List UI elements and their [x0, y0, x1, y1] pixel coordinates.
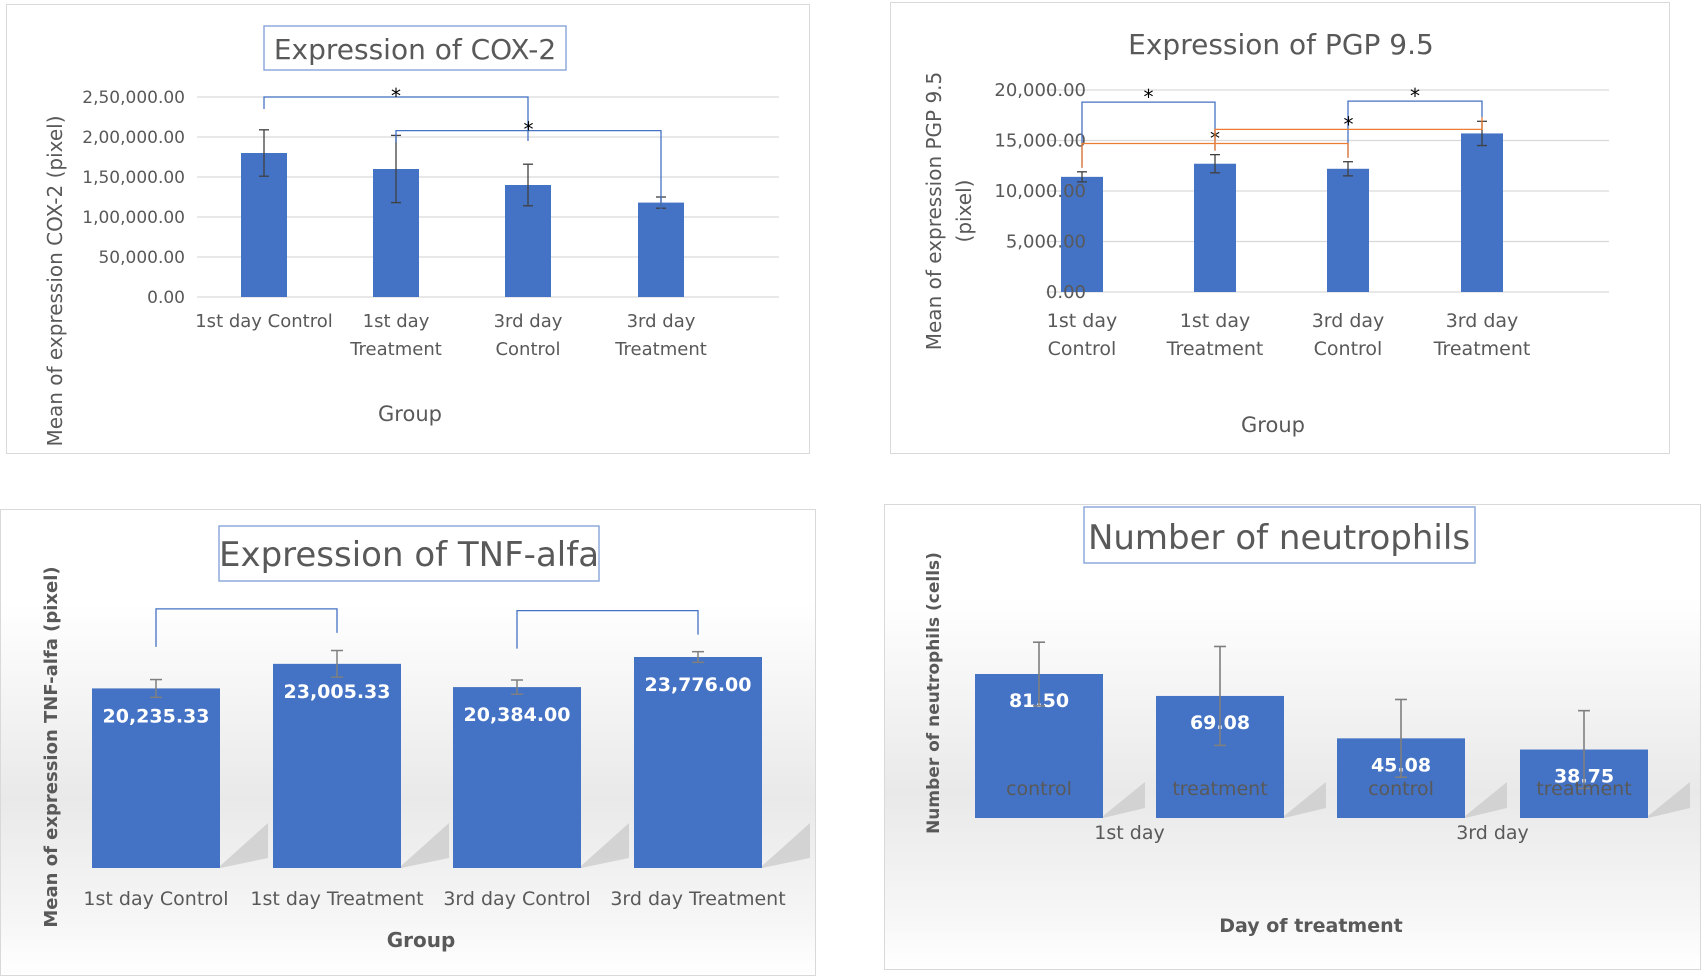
- tnf-alfa-x-tick-label: 3rd day Control: [443, 888, 590, 910]
- pgp-x-tick-label: 1st day: [1047, 310, 1117, 332]
- pgp-y-tick-label: 10,000.00: [994, 181, 1086, 202]
- tnf-alfa-bar: [273, 663, 401, 868]
- neutrophils-x-tick-label: control: [1006, 778, 1072, 800]
- pgp-significance-bracket: [1081, 101, 1216, 168]
- pgp95-y-axis-label-line2: (pixel): [952, 180, 976, 243]
- pgp-x-tick-label: Treatment: [1166, 338, 1264, 360]
- cox-bar: [241, 153, 287, 297]
- pgp-significance-star: *: [1344, 112, 1354, 136]
- tnf-alfa-bar-shadow: [762, 823, 810, 868]
- pgp-y-tick-label: 0.00: [1046, 282, 1086, 303]
- cox-x-tick-label: 1st day Control: [195, 311, 333, 332]
- pgp-significance-star: *: [1410, 84, 1420, 108]
- tnf-alfa-x-tick-label: 1st day Control: [83, 888, 228, 910]
- neutrophils-chart: Number of neutrophils 81.5069.0845.0838.…: [924, 506, 1690, 937]
- pgp-x-tick-label: Control: [1314, 338, 1383, 360]
- neutrophils-x-axis-label: Day of treatment: [1219, 915, 1402, 937]
- neutrophils-bar-shadow: [1103, 782, 1145, 818]
- neutrophils-bar-shadow: [1648, 782, 1690, 818]
- tnf-alfa-x-tick-label: 3rd day Treatment: [610, 888, 785, 910]
- neutrophils-y-axis-label: Number of neutrophils (cells): [924, 552, 944, 834]
- tnf-alfa-y-axis-label: Mean of expression TNF-alfa (pixel): [41, 566, 62, 927]
- cox-x-tick-label: Treatment: [614, 339, 707, 360]
- tnf-alfa-bar-shadow: [581, 823, 629, 868]
- neutrophils-title-box: [1083, 506, 1476, 564]
- cox2-x-axis-label: Group: [378, 402, 442, 426]
- tnf-alfa-chart: Expression of TNF-alfa 20,235.33 23,005.3…: [41, 525, 810, 952]
- cox2-chart: Expression of COX-2 0.00 50,000.00 1,00,00…: [43, 25, 779, 447]
- pgp-y-tick-label: 5,000.00: [1006, 232, 1086, 253]
- pgp-significance-bracket: [1214, 117, 1483, 151]
- pgp-x-tick-label: Treatment: [1433, 338, 1531, 360]
- cox2-title: Expression of COX-2: [274, 33, 556, 66]
- pgp95-chart-panel: Expression of PGP 9.5 0.00 5,000.00 10,000…: [890, 2, 1670, 454]
- cox-y-tick-label: 1,50,000.00: [82, 168, 185, 188]
- cox-significance-bracket: [395, 129, 662, 261]
- cox-y-tick-label: 2,50,000.00: [82, 88, 185, 108]
- neutrophils-bar-shadow: [1284, 782, 1326, 818]
- pgp-bar: [1327, 168, 1369, 292]
- tnf-alfa-bar-shadow: [401, 823, 449, 868]
- cox-significance-star: *: [524, 118, 534, 142]
- neutrophils-bar-shadow: [1465, 782, 1507, 818]
- tnf-alfa-data-label: 23,776.00: [645, 674, 752, 696]
- tnf-alfa-data-label: 20,235.33: [103, 705, 210, 727]
- pgp-bar: [1194, 163, 1236, 292]
- neutrophils-group-label: 1st day: [1094, 822, 1164, 844]
- cox-y-tick-label: 2,00,000.00: [82, 128, 185, 148]
- neutrophils-chart-panel: Number of neutrophils 81.50 69.08 45.08 38.…: [884, 504, 1701, 970]
- cox-y-tick-label: 50,000.00: [98, 248, 185, 268]
- cox-x-tick-label: Treatment: [349, 339, 442, 360]
- tnf-alfa-bar: [92, 688, 220, 868]
- cox-x-tick-label: Control: [495, 339, 560, 360]
- pgp-x-tick-label: 3rd day: [1446, 310, 1519, 332]
- tnf-alfa-bar-shadow: [220, 823, 268, 868]
- cox-significance-star: *: [391, 84, 401, 108]
- pgp-y-tick-label: 20,000.00: [994, 80, 1086, 101]
- pgp95-chart: Expression of PGP 9.5 0.00 5,000.00 10,000…: [922, 28, 1609, 437]
- tnf-alfa-bar: [453, 687, 581, 868]
- tnf-alfa-bar: [634, 657, 762, 868]
- cox-y-tick-label: 0.00: [147, 288, 185, 308]
- cox-x-tick-label: 1st day: [363, 311, 430, 332]
- cox2-y-axis-label: Mean of expression COX-2 (pixel): [43, 115, 67, 446]
- pgp95-x-axis-label: Group: [1241, 413, 1305, 437]
- neutrophils-x-tick-label: treatment: [1172, 778, 1267, 800]
- neutrophils-x-tick-label: treatment: [1536, 778, 1631, 800]
- pgp-x-tick-label: 1st day: [1180, 310, 1250, 332]
- pgp-bar: [1061, 176, 1103, 292]
- tnf-alfa-data-label: 23,005.33: [284, 681, 391, 703]
- cox2-chart-panel: Expression of COX-2 0.00 50,000.00 1,00,00…: [6, 4, 810, 454]
- pgp-bar: [1461, 133, 1503, 292]
- neutrophils-group-label: 3rd day: [1456, 822, 1529, 844]
- tnf-alfa-comparison-bracket: [155, 608, 338, 647]
- pgp-x-tick-label: Control: [1048, 338, 1117, 360]
- pgp95-title: Expression of PGP 9.5: [1128, 28, 1434, 61]
- tnf-alfa-chart-panel: Expression of TNF-alfa 20,235.33 23,005.3…: [0, 509, 816, 976]
- neutrophils-x-tick-label: control: [1368, 778, 1434, 800]
- cox-significance-bracket: [263, 96, 529, 141]
- cox-y-tick-label: 1,00,000.00: [82, 208, 185, 228]
- pgp-significance-star: *: [1144, 85, 1154, 109]
- tnf-alfa-title-box: [218, 525, 600, 582]
- pgp-y-tick-label: 15,000.00: [994, 131, 1086, 152]
- pgp95-y-axis-label-line1: Mean of expression PGP 9.5: [922, 72, 946, 351]
- cox-x-tick-label: 3rd day: [494, 311, 563, 332]
- cox-x-tick-label: 3rd day: [627, 311, 696, 332]
- neutrophils-title: Number of neutrophils: [1088, 518, 1470, 558]
- cox2-title-box: [263, 25, 567, 71]
- pgp-x-tick-label: 3rd day: [1312, 310, 1385, 332]
- tnf-alfa-comparison-bracket: [516, 609, 699, 649]
- tnf-alfa-title: Expression of TNF-alfa: [219, 535, 599, 575]
- tnf-alfa-data-label: 20,384.00: [464, 704, 571, 726]
- tnf-alfa-x-tick-label: 1st day Treatment: [250, 888, 423, 910]
- tnf-alfa-x-axis-label: Group: [387, 928, 456, 952]
